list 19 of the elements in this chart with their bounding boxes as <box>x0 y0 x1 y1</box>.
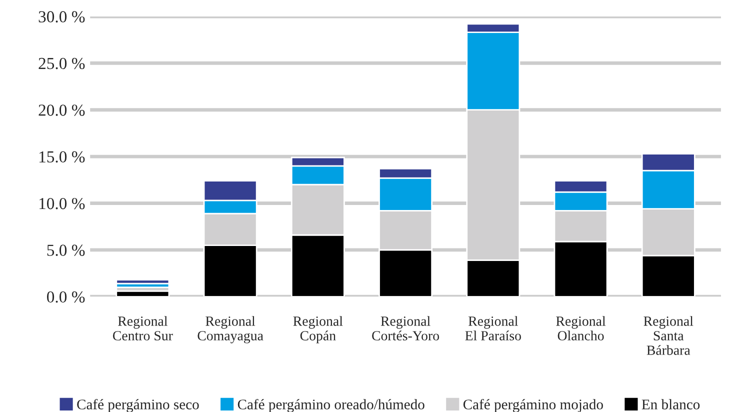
y-tick-label: 25.0 % <box>38 58 85 70</box>
y-tick-label: 10.0 % <box>40 198 85 210</box>
x-tick-label: Regional Copán <box>293 316 343 344</box>
x-tick-label: Regional Santa Bárbara <box>644 316 694 355</box>
y-tick-label: 30.0 % <box>38 11 85 22</box>
x-tick-label: Regional Cortés-Yoro <box>372 316 440 340</box>
legend-label: En blanco <box>642 399 700 410</box>
y-tick-label: 0.0 % <box>47 291 85 303</box>
bar <box>116 279 170 284</box>
x-tick-label: Regional El Paraíso <box>465 316 521 340</box>
x-tick-label: Regional Comayagua <box>198 316 264 344</box>
legend-label: Café pergámino seco <box>77 398 199 412</box>
legend-label: Café pergámino oreado/húmedo <box>238 398 424 412</box>
legend-label: Café pergámino mojado <box>463 398 603 412</box>
y-tick-label: 15.0 % <box>40 151 85 163</box>
y-tick-label: 5.0 % <box>47 244 85 256</box>
x-tick-label: Regional Centro Sur <box>112 316 173 340</box>
x-tick-label: Regional Olancho <box>556 316 606 340</box>
y-tick-label: 20.0 % <box>38 104 85 116</box>
